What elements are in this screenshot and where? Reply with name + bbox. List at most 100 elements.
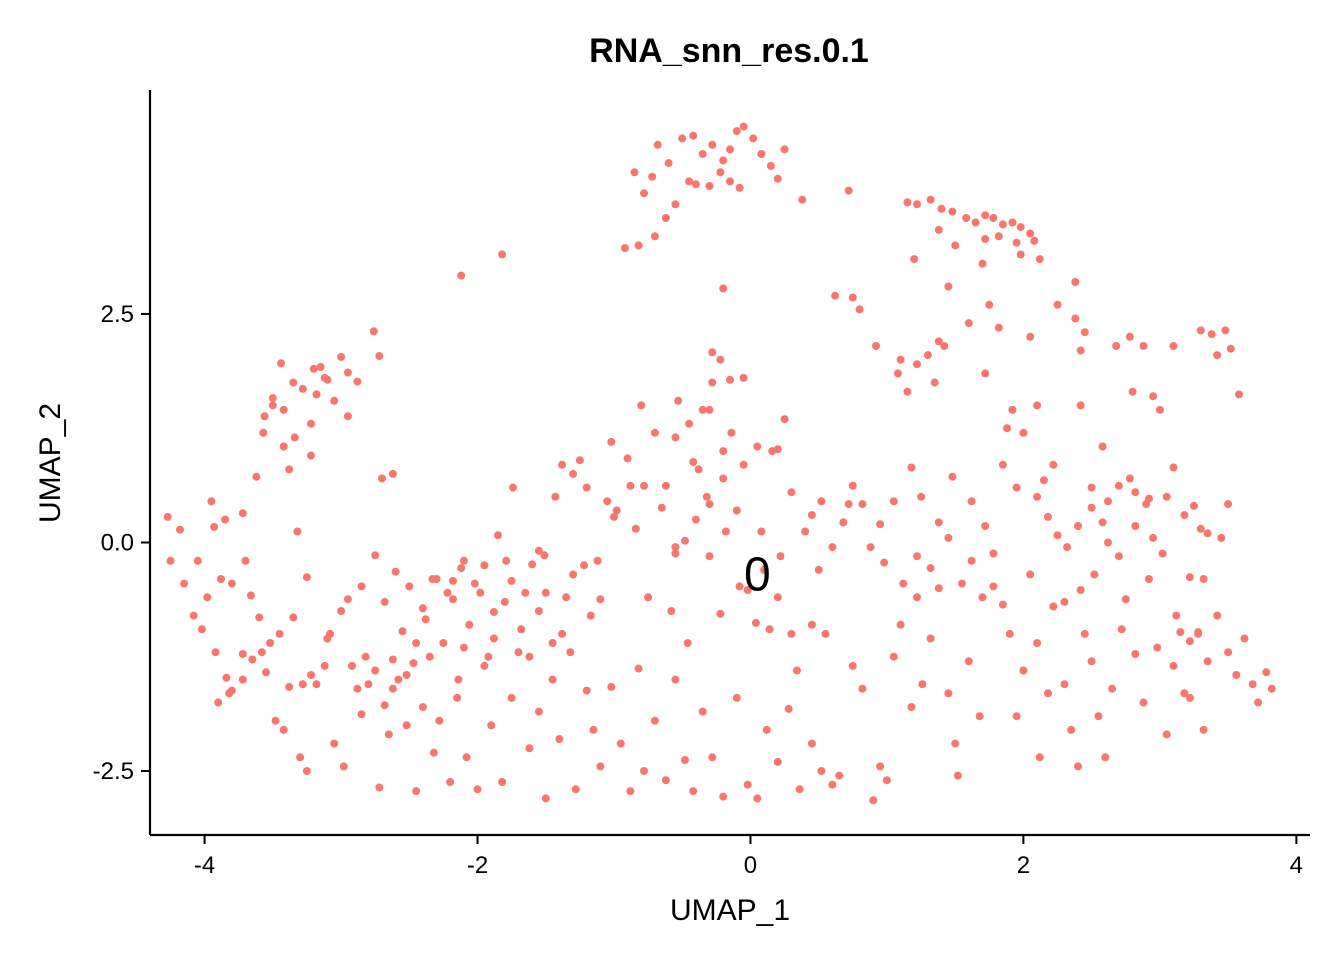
data-point [1019,428,1028,437]
data-point [380,597,389,606]
data-point [705,182,714,190]
data-point [612,506,621,515]
data-point [705,500,714,509]
data-point [402,721,411,730]
data-point [732,127,741,136]
data-point [773,757,782,766]
data-point [893,369,902,378]
data-point [1131,488,1140,497]
data-point [835,771,844,780]
data-point [1232,671,1241,679]
data-point [1053,531,1062,540]
data-point [238,650,247,658]
x-tick-label: -4 [194,852,215,879]
data-point [1005,629,1014,638]
data-point [913,200,921,209]
data-point [962,214,971,222]
data-point [967,497,976,506]
data-point [998,460,1007,469]
data-point [640,189,648,198]
data-point [502,556,511,565]
data-point [425,652,434,661]
data-point [1060,597,1069,606]
y-axis-ticks: -2.5 0.0 2.5 [93,301,150,785]
data-point [691,180,700,189]
data-point [307,451,315,460]
data-point [357,582,366,591]
data-point [1003,424,1011,433]
data-point [1262,668,1271,677]
data-point [994,232,1003,241]
data-point [889,497,898,506]
data-point [981,522,990,530]
data-point [610,512,618,521]
data-point [402,671,411,679]
data-point [1087,657,1096,666]
data-point [418,703,427,711]
data-point [586,611,595,620]
data-point [1254,698,1263,707]
data-point [726,145,734,154]
data-point [326,629,335,638]
data-point [509,483,517,492]
data-point [640,481,648,490]
data-point [848,661,857,670]
data-point [514,648,523,657]
data-point [566,648,575,657]
data-point [298,680,307,689]
data-point [489,634,498,643]
data-point [653,140,662,149]
data-point [435,716,444,725]
data-point [364,680,373,689]
data-point [903,387,912,396]
data-point [540,551,549,560]
data-point [869,796,878,805]
data-point [465,620,474,629]
data-point [732,693,741,702]
data-point [978,593,987,602]
data-point [259,428,268,437]
data-point [343,595,352,604]
data-point [163,512,172,521]
data-point [1087,503,1096,512]
data-point [1053,300,1062,309]
data-point [858,500,867,509]
annotations-layer: 0 [744,548,771,601]
data-point [391,567,400,576]
data-point [1145,494,1153,503]
data-point [743,586,752,594]
data-point [1098,442,1107,451]
data-point [323,375,332,384]
data-point [1098,518,1107,527]
data-point [302,573,311,582]
data-point [716,355,725,364]
data-point [1199,575,1208,583]
data-point [1185,637,1194,646]
data-point [210,522,219,531]
data-point [727,428,736,437]
data-point [951,241,960,250]
data-point [320,661,329,670]
data-point [388,469,397,478]
data-point [1145,575,1153,583]
data-point [307,671,315,679]
data-point [1044,512,1052,521]
data-point [1169,463,1178,472]
data-point [337,607,346,615]
data-point [348,661,356,670]
data-point [257,648,266,657]
data-point [1035,255,1044,264]
data-point [1012,483,1021,492]
data-point [394,675,403,684]
data-point [1196,524,1205,533]
data-point [989,549,998,558]
data-point [449,595,457,604]
data-point [1158,549,1167,558]
data-point [807,739,816,748]
data-point [698,405,707,414]
data-point [517,625,526,634]
data-point [525,652,534,661]
data-point [1090,570,1099,579]
data-point [571,785,580,794]
